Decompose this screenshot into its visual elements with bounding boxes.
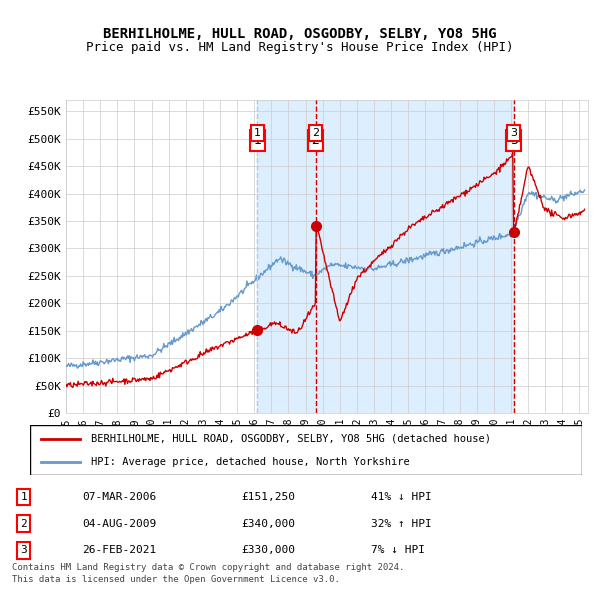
Text: This data is licensed under the Open Government Licence v3.0.: This data is licensed under the Open Gov… (12, 575, 340, 584)
Text: BERHILHOLME, HULL ROAD, OSGODBY, SELBY, YO8 5HG (detached house): BERHILHOLME, HULL ROAD, OSGODBY, SELBY, … (91, 434, 491, 444)
Text: 41% ↓ HPI: 41% ↓ HPI (371, 492, 431, 502)
Text: £340,000: £340,000 (241, 519, 295, 529)
Text: 07-MAR-2006: 07-MAR-2006 (82, 492, 157, 502)
Text: Contains HM Land Registry data © Crown copyright and database right 2024.: Contains HM Land Registry data © Crown c… (12, 563, 404, 572)
Text: HPI: Average price, detached house, North Yorkshire: HPI: Average price, detached house, Nort… (91, 457, 409, 467)
Text: Price paid vs. HM Land Registry's House Price Index (HPI): Price paid vs. HM Land Registry's House … (86, 41, 514, 54)
Bar (257, 100, 514, 413)
Text: 04-AUG-2009: 04-AUG-2009 (82, 519, 157, 529)
Text: 3: 3 (20, 545, 27, 555)
Text: £151,250: £151,250 (241, 492, 295, 502)
Text: BERHILHOLME, HULL ROAD, OSGODBY, SELBY, YO8 5HG: BERHILHOLME, HULL ROAD, OSGODBY, SELBY, … (103, 27, 497, 41)
Text: 32% ↑ HPI: 32% ↑ HPI (371, 519, 431, 529)
Text: 1: 1 (20, 492, 27, 502)
Text: 2: 2 (312, 128, 319, 138)
Text: 7% ↓ HPI: 7% ↓ HPI (371, 545, 425, 555)
Text: 26-FEB-2021: 26-FEB-2021 (82, 545, 157, 555)
FancyBboxPatch shape (30, 425, 582, 475)
Text: 2: 2 (20, 519, 27, 529)
Text: 3: 3 (510, 128, 517, 138)
Text: 1: 1 (253, 134, 261, 147)
Text: £330,000: £330,000 (241, 545, 295, 555)
Text: 1: 1 (254, 128, 261, 138)
Text: 3: 3 (509, 134, 517, 147)
Text: 2: 2 (311, 134, 319, 147)
